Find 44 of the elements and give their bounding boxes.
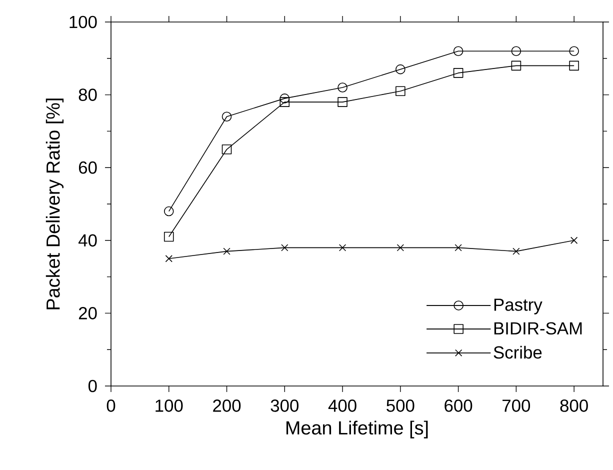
x-tick-label: 600: [444, 400, 472, 412]
x-tick-label: 200: [213, 400, 241, 412]
y-tick-label: 20: [78, 307, 97, 320]
point: [453, 68, 464, 78]
point: [164, 206, 174, 216]
point: [569, 46, 579, 56]
x-axis-title: Mean Lifetime [s]: [286, 420, 428, 438]
x-tick-label: 800: [560, 400, 588, 412]
legend-label: Scribe: [494, 346, 542, 359]
legend-label: Pastry: [494, 298, 542, 314]
point: [280, 94, 290, 104]
point: [396, 64, 406, 74]
y-tick-label: 80: [78, 88, 97, 101]
y-tick-label: 60: [78, 161, 97, 174]
point: [222, 112, 232, 122]
y-axis-title: Packet Delivery Ratio [%]: [46, 98, 64, 310]
point: [454, 244, 462, 252]
point: [222, 144, 232, 154]
point: [165, 255, 172, 262]
x-tick-label: 700: [502, 400, 530, 412]
point: [338, 82, 348, 92]
point: [223, 248, 230, 255]
point: [511, 60, 522, 71]
x-tick-label: 400: [328, 400, 356, 412]
x-tick-label: 100: [156, 400, 183, 412]
point: [453, 46, 464, 56]
point: [570, 236, 578, 244]
point: [396, 244, 404, 252]
y-tick-label: 0: [88, 380, 97, 392]
x-tick-label: 300: [270, 400, 299, 412]
legend-label: BIDIR-SAM: [494, 322, 582, 335]
point: [338, 97, 348, 107]
point: [338, 244, 346, 252]
point: [512, 248, 520, 255]
point: [164, 232, 174, 242]
x-tick-label: 500: [386, 400, 414, 412]
point: [396, 86, 406, 96]
point: [280, 97, 290, 107]
y-tick-label: 40: [78, 234, 97, 247]
x-tick-label: 0: [106, 400, 116, 412]
y-tick-label: 100: [70, 16, 97, 28]
point: [281, 244, 288, 252]
point: [569, 60, 579, 71]
point: [511, 46, 522, 56]
